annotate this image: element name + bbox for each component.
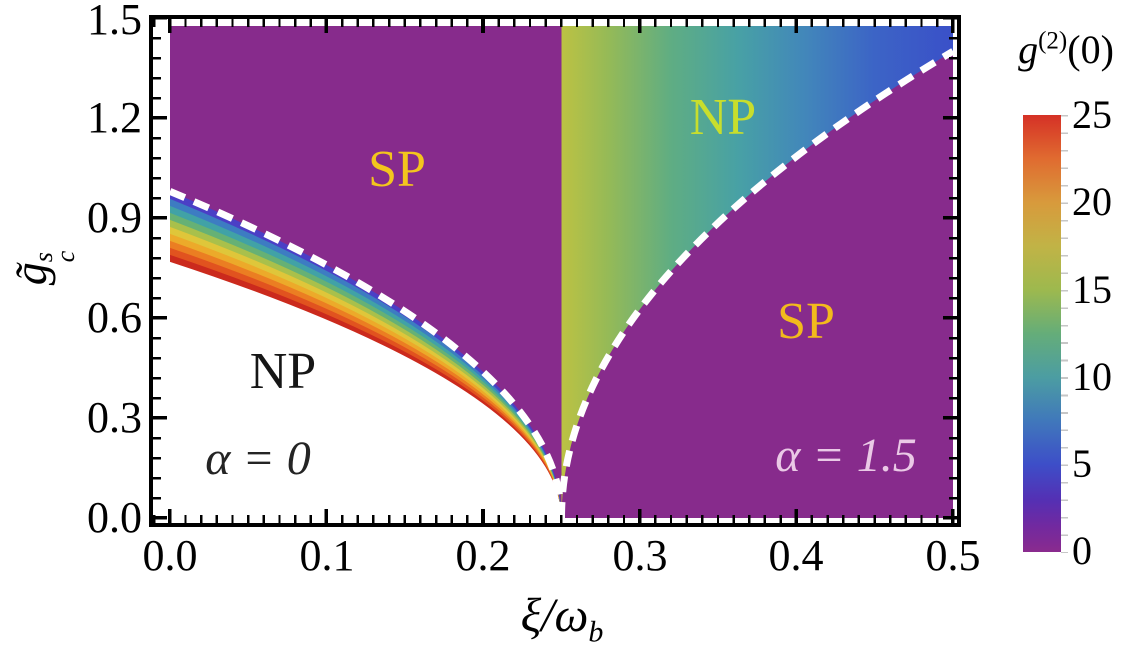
- plot-frame: [149, 15, 961, 527]
- colorbar-title: g(2)(0): [1018, 27, 1114, 72]
- colorbar-gradient: [1023, 115, 1061, 552]
- x-tick-label: 0.0: [142, 531, 198, 580]
- y-tick-label: 0.3: [87, 393, 142, 442]
- y-tick-label: 1.2: [87, 93, 142, 142]
- y-tick-label: 1.5: [87, 0, 142, 44]
- colorbar-tick-label: 0: [1072, 528, 1092, 573]
- colorbar-minor-ticks: [1061, 115, 1068, 553]
- y-axis-title: g̃ s c: [5, 250, 80, 286]
- x-tick-label: 0.1: [299, 531, 355, 580]
- annotation-alpha-0: α = 0: [205, 432, 311, 485]
- x-tick-label: 0.3: [612, 531, 668, 580]
- colorbar-tick-label: 5: [1072, 441, 1092, 486]
- region-label-sp-alpha0: SP: [368, 141, 426, 198]
- colorbar-tick-label: 25: [1072, 92, 1112, 137]
- phase-boundary-dashed-alpha0: [170, 188, 565, 518]
- sp-region-alpha0: [170, 26, 562, 518]
- colorbar-tick-label: 15: [1072, 267, 1112, 312]
- colorbar-tick-label: 10: [1072, 354, 1112, 399]
- y-tick-label: 0.0: [87, 493, 142, 542]
- colorbar-tick-label: 20: [1072, 179, 1112, 224]
- annotation-alpha-1-5: α = 1.5: [775, 429, 917, 482]
- y-tick-label: 0.6: [87, 293, 142, 342]
- x-axis-title: ξ/ωb: [520, 589, 604, 649]
- x-tick-label: 0.2: [455, 531, 511, 580]
- region-label-sp-alpha15: SP: [777, 293, 835, 350]
- x-tick-label: 0.4: [768, 531, 824, 580]
- phase-boundary-dashed-alpha15: [558, 48, 953, 518]
- region-label-np-alpha0: NP: [249, 343, 317, 400]
- sp-region-alpha15: [561, 51, 953, 518]
- y-tick-label: 0.9: [87, 193, 142, 242]
- region-label-np-alpha15: NP: [689, 89, 757, 146]
- x-tick-label: 0.5: [925, 531, 981, 580]
